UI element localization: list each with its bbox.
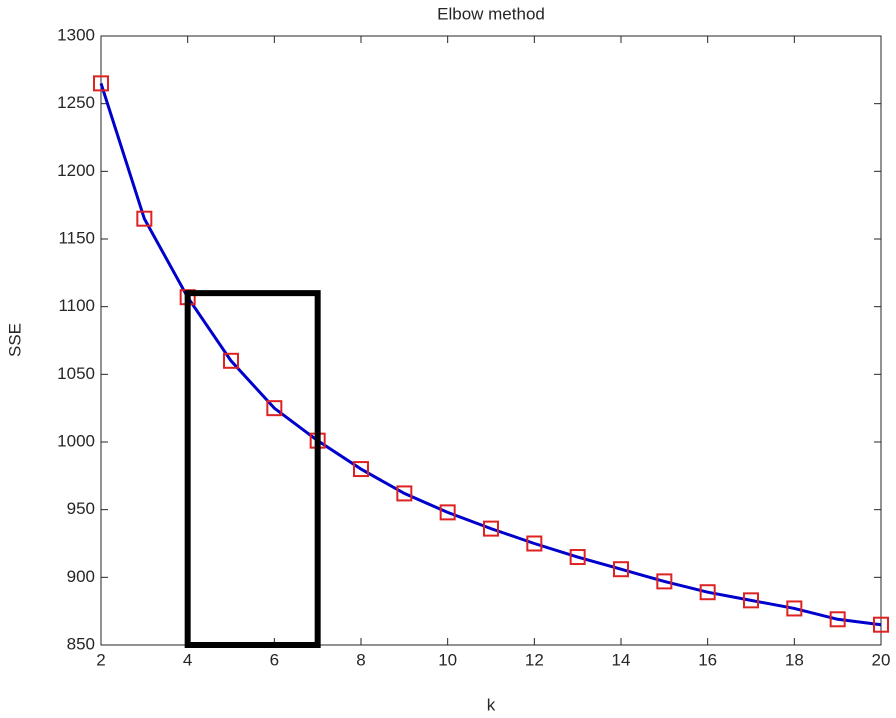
marker [439, 504, 456, 521]
x-tick-label: 2 [96, 650, 105, 669]
marker [786, 600, 803, 617]
marker [699, 584, 716, 601]
marker [93, 75, 109, 92]
marker [656, 573, 673, 590]
y-tick-label: 1300 [57, 25, 95, 44]
x-tick-label: 20 [872, 650, 891, 669]
marker [569, 549, 586, 566]
x-tick-label: 8 [356, 650, 365, 669]
marker [873, 616, 889, 633]
marker [136, 210, 153, 227]
marker [483, 520, 499, 537]
y-tick-label: 1250 [57, 93, 95, 112]
marker [829, 611, 846, 628]
marker [223, 352, 239, 369]
x-tick-label: 16 [698, 650, 717, 669]
marker [743, 592, 759, 609]
x-tick-label: 10 [438, 650, 457, 669]
line [99, 82, 882, 627]
marker [353, 461, 369, 478]
marker [396, 485, 413, 502]
x-axis-label: k [487, 695, 496, 714]
highlight-box [184, 290, 321, 648]
marker [613, 561, 629, 578]
y-tick-label: 1100 [58, 296, 95, 315]
y-tick-label: 1200 [57, 161, 95, 180]
marker [266, 400, 283, 417]
x-tick-label: 4 [183, 650, 192, 669]
y-axis-label: SSE [5, 323, 24, 357]
y-tick-label: 1150 [58, 228, 95, 247]
x-tick-label: 12 [525, 650, 544, 669]
y-tick-label: 1050 [57, 364, 95, 383]
plot-area [100, 35, 882, 646]
x-tick-label: 6 [270, 650, 279, 669]
y-tick-label: 850 [67, 634, 95, 653]
x-tick-label: 18 [785, 650, 804, 669]
marker [526, 535, 543, 552]
chart-title: Elbow method [437, 4, 545, 23]
x-tick-label: 14 [612, 650, 631, 669]
y-tick-label: 950 [67, 499, 95, 518]
y-tick-label: 1000 [57, 431, 95, 450]
y-tick-label: 900 [67, 567, 95, 586]
